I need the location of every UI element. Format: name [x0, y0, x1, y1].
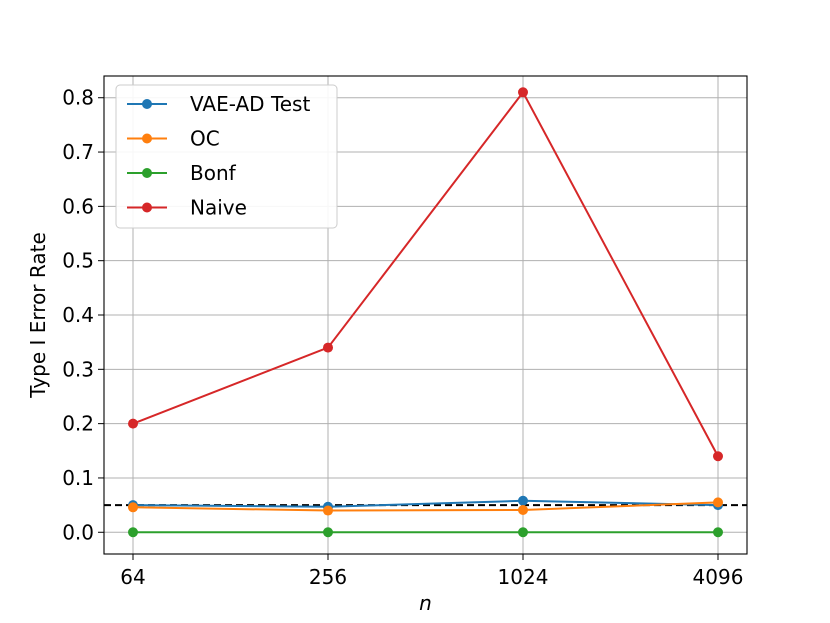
legend-marker [142, 99, 152, 109]
data-point [323, 342, 333, 353]
data-point [713, 451, 723, 462]
x-tick-label: 1024 [498, 565, 549, 589]
y-tick-label: 0.0 [62, 520, 94, 544]
y-axis-ticks: 0.0 0.1 0.2 0.3 0.4 0.5 0.6 0.7 0.8 [62, 86, 104, 544]
data-point [518, 87, 528, 98]
legend-box [115, 84, 338, 229]
series-naive [128, 87, 723, 462]
y-tick-label: 0.4 [62, 303, 94, 327]
series-line [132, 90, 719, 457]
series-line [132, 499, 719, 508]
data-point [713, 527, 723, 538]
y-tick-label: 0.2 [62, 412, 94, 436]
legend-item-vae-ad-test: VAE-AD Test [127, 92, 310, 116]
y-axis-label: Type I Error Rate [26, 232, 50, 399]
data-point [518, 527, 528, 538]
data-point [323, 505, 333, 516]
x-tick-label: 4096 [693, 565, 744, 589]
y-tick-label: 0.7 [62, 140, 94, 164]
legend-label: Naive [190, 196, 247, 220]
y-tick-label: 0.6 [62, 194, 94, 218]
data-point [128, 527, 138, 538]
legend-marker [142, 168, 152, 178]
legend-marker [142, 202, 152, 213]
y-tick-label: 0.5 [62, 249, 94, 273]
legend-item-naive: Naive [127, 196, 247, 220]
x-tick-label: 256 [309, 565, 347, 589]
data-point [518, 505, 528, 516]
data-point [713, 497, 723, 508]
y-tick-label: 0.3 [62, 357, 94, 381]
x-tick-label: 64 [120, 565, 145, 589]
legend-label: VAE-AD Test [190, 92, 310, 116]
series-bonf [128, 527, 723, 538]
series-layer [128, 87, 723, 538]
data-point [323, 527, 333, 538]
series-line [132, 501, 719, 512]
data-point [518, 495, 528, 506]
data-point [128, 418, 138, 429]
legend-label: OC [190, 127, 220, 151]
legend-item-bonf: Bonf [127, 161, 237, 185]
legend-marker [142, 133, 152, 144]
legend-label: Bonf [190, 161, 237, 185]
x-axis-label: n [419, 591, 432, 615]
x-axis-ticks: 64 256 1024 4096 [120, 554, 743, 589]
y-tick-label: 0.8 [62, 86, 94, 110]
y-tick-label: 0.1 [62, 466, 94, 490]
series-oc [128, 497, 723, 516]
legend-item-oc: OC [127, 127, 220, 151]
legend: VAE-AD Test OC Bonf Naive [115, 84, 338, 229]
data-point [128, 502, 138, 513]
